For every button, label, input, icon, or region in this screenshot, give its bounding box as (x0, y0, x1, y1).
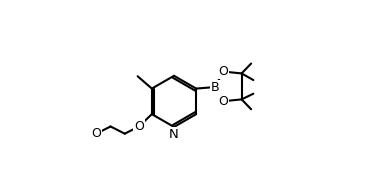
Text: O: O (218, 95, 228, 108)
Text: B: B (211, 81, 219, 94)
Text: O: O (91, 127, 101, 140)
Text: N: N (169, 128, 179, 141)
Text: O: O (134, 120, 144, 133)
Text: O: O (218, 65, 228, 78)
